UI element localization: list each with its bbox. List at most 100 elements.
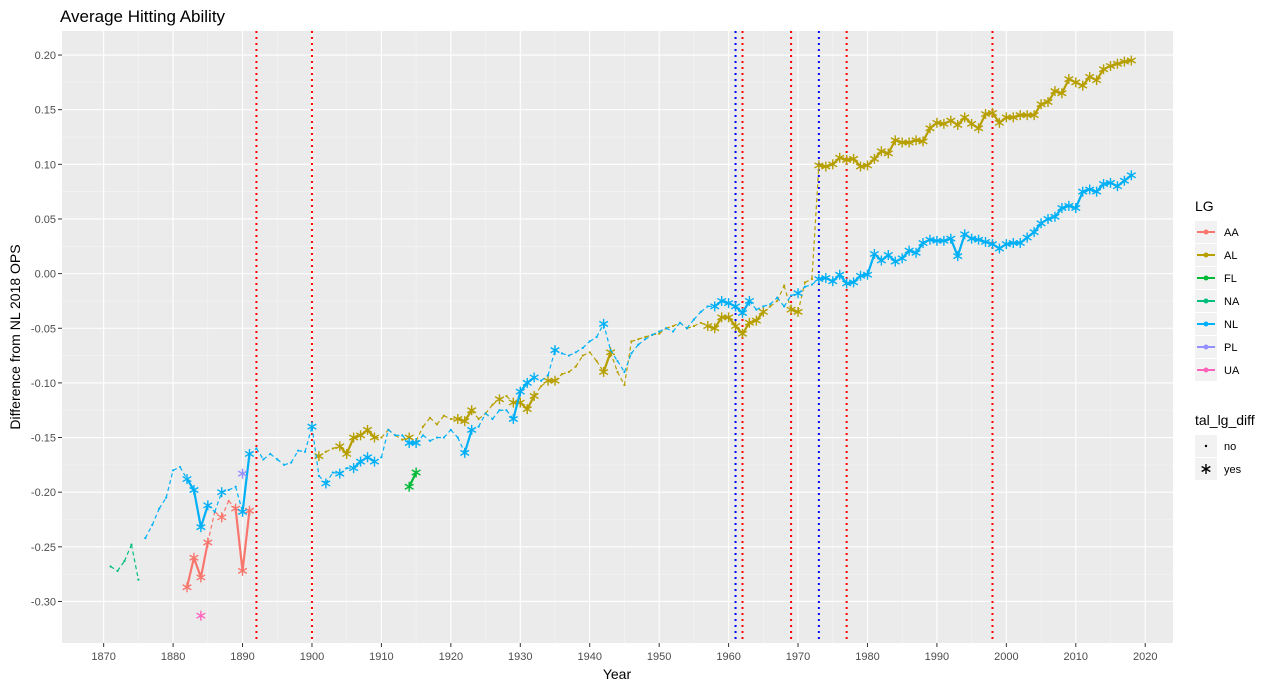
point-nl <box>609 349 612 352</box>
point-nl <box>904 245 914 256</box>
legend-label-al: AL <box>1224 250 1237 262</box>
asterisk-stroke <box>550 347 560 354</box>
point-al <box>616 370 619 374</box>
asterisk-stroke <box>1098 180 1109 188</box>
line-segment-nl <box>616 360 625 373</box>
legend-label-pl: PL <box>1224 342 1237 354</box>
point-nl <box>567 354 570 357</box>
point-nl <box>730 301 741 312</box>
line-segment-nl <box>262 453 271 460</box>
point-nl <box>144 536 147 540</box>
point-nl <box>1091 186 1102 197</box>
asterisk-stroke <box>1064 202 1074 209</box>
asterisk-stroke <box>786 306 796 313</box>
point-nl <box>546 374 550 377</box>
point-al <box>810 277 814 281</box>
asterisk-stroke <box>716 297 727 305</box>
line-segment-nl <box>763 303 771 307</box>
point-nl <box>883 250 893 261</box>
asterisk-stroke <box>1050 88 1060 95</box>
line-segment-nl <box>269 453 278 460</box>
line-segment-al <box>463 409 473 422</box>
x-tick-label: 1900 <box>300 651 324 663</box>
point-fl <box>404 481 414 492</box>
asterisk-stroke <box>1078 82 1088 89</box>
x-tick-label: 2000 <box>994 651 1018 663</box>
asterisk-stroke <box>237 567 248 574</box>
asterisk-stroke <box>890 137 900 144</box>
point-nl <box>435 436 439 439</box>
point-na <box>123 559 126 563</box>
point-nl <box>196 522 206 533</box>
asterisk-stroke <box>467 426 477 433</box>
line-segment-nl <box>304 426 313 452</box>
asterisk-stroke <box>730 322 741 330</box>
asterisk-stroke <box>1078 188 1088 195</box>
legend-key-dot <box>1203 275 1209 281</box>
asterisk-stroke <box>203 502 213 509</box>
series-ua <box>196 610 206 621</box>
asterisk-stroke <box>751 317 762 324</box>
asterisk-stroke <box>723 314 734 321</box>
asterisk-stroke <box>411 439 421 447</box>
point-al <box>869 153 880 164</box>
line-segment-al <box>568 366 577 373</box>
asterisk-stroke <box>529 374 539 381</box>
point-nl <box>296 449 300 452</box>
asterisk-stroke <box>217 514 227 521</box>
asterisk-stroke <box>598 320 609 327</box>
asterisk-stroke <box>980 110 991 118</box>
asterisk-stroke <box>960 231 970 238</box>
line-segment-al <box>332 445 340 450</box>
asterisk-stroke <box>946 117 956 124</box>
point-nl <box>737 307 748 318</box>
line-segment-nl <box>165 470 174 498</box>
asterisk-stroke <box>467 407 477 414</box>
point-nl <box>262 458 265 461</box>
point-al <box>335 441 345 452</box>
point-nl <box>1119 175 1130 186</box>
legend-key-pl: PL <box>1195 336 1237 358</box>
point-nl <box>810 283 814 286</box>
point-al <box>925 123 935 134</box>
x-tick-label: 1980 <box>855 651 879 663</box>
asterisk-stroke <box>1057 204 1067 212</box>
line-segment-nl <box>192 489 202 528</box>
line-segment-al <box>713 316 723 329</box>
line-segment-aa <box>241 510 251 571</box>
point-aa <box>189 552 199 563</box>
legend-label-nl: NL <box>1224 319 1238 331</box>
point-al <box>460 416 470 427</box>
legend-key-dot <box>1203 344 1209 350</box>
line-segment-nl <box>956 233 966 257</box>
line-segment-nl <box>492 409 500 420</box>
asterisk-stroke <box>1126 172 1137 179</box>
point-nl <box>550 345 560 356</box>
line-segment-nl <box>568 351 577 357</box>
point-al <box>918 136 928 147</box>
asterisk-stroke <box>1112 60 1123 67</box>
asterisk-stroke <box>605 349 616 356</box>
asterisk-stroke <box>862 162 873 169</box>
asterisk-stroke <box>730 303 741 310</box>
point-nl <box>290 461 293 464</box>
asterisk-stroke <box>904 247 914 254</box>
asterisk-stroke <box>244 507 255 514</box>
point-nl <box>706 305 709 308</box>
point-al <box>960 112 970 123</box>
y-tick-label: -0.25 <box>31 542 56 554</box>
x-tick-label: 1950 <box>647 651 671 663</box>
asterisk-stroke <box>369 434 380 441</box>
point-nl <box>203 500 213 511</box>
point-nl <box>178 465 182 469</box>
line-segment-nl <box>297 450 306 453</box>
asterisk-stroke <box>1091 77 1102 84</box>
point-ua <box>196 610 206 621</box>
point-nl <box>769 303 772 306</box>
legend-key-asterisk <box>1201 464 1211 474</box>
line-segment-nl <box>422 434 431 442</box>
point-nl <box>151 523 154 527</box>
line-segment-nl <box>790 292 799 297</box>
line-segment-nl <box>450 429 459 438</box>
point-nl <box>460 447 470 458</box>
